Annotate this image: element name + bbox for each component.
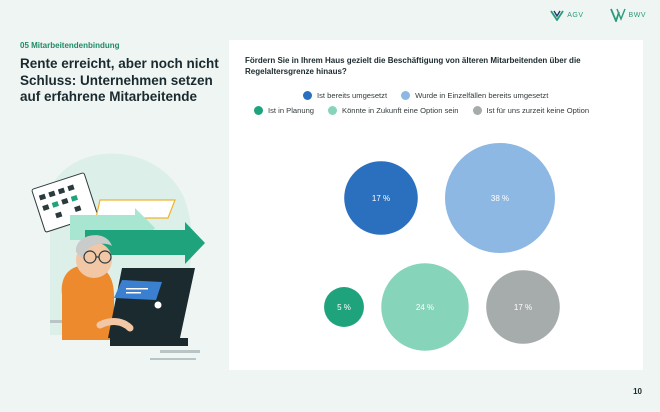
legend-swatch <box>401 91 411 100</box>
section-tag: 05 Mitarbeitendenbindung <box>20 41 120 50</box>
agv-logo-icon <box>550 10 564 21</box>
legend-item-koennte-in-zukunft: Könnte in Zukunft eine Option sein <box>328 106 459 115</box>
bubble-3 <box>324 287 364 327</box>
chart-legend-row-2: Ist in Planung Könnte in Zukunft eine Op… <box>254 106 589 115</box>
legend-item-keine-option: Ist für uns zurzeit keine Option <box>472 106 590 115</box>
bubble-1 <box>344 161 418 235</box>
legend-swatch <box>303 91 312 100</box>
legend-item-ist-in-planung: Ist in Planung <box>254 106 314 115</box>
legend-label: Könnte in Zukunft eine Option sein <box>342 106 459 115</box>
logo-group: AGV BWV <box>550 8 646 22</box>
illustration-retiree-at-laptop <box>31 153 205 360</box>
legend-label: Ist bereits umgesetzt <box>317 91 388 100</box>
bubble-2 <box>445 143 555 253</box>
page-number: 10 <box>633 387 642 396</box>
legend-swatch <box>472 106 482 115</box>
bubble-5 <box>486 270 560 344</box>
bwv-logo-icon <box>609 8 626 22</box>
agv-logo-text: AGV <box>567 11 584 19</box>
bubble-label-5: 17 % <box>514 303 532 312</box>
legend-item-ist-bereits-umgesetzt: Ist bereits umgesetzt <box>303 91 387 100</box>
legend-label: Ist für uns zurzeit keine Option <box>486 106 590 115</box>
chart-legend-row-1: Ist bereits umgesetzt Wurde in Einzelfäl… <box>303 91 548 100</box>
legend-item-wurde-in-einzelfaellen: Wurde in Einzelfällen bereits umgesetzt <box>401 91 548 100</box>
agv-logo: AGV <box>550 9 583 21</box>
page-headline: Rente erreicht, aber noch nicht Schluss:… <box>20 56 219 104</box>
bubble-label-4: 24 % <box>416 303 434 312</box>
bubble-label-2: 38 % <box>491 194 509 203</box>
legend-label: Wurde in Einzelfällen bereits umgesetzt <box>415 91 549 100</box>
bubble-4 <box>381 263 469 351</box>
legend-swatch <box>254 106 263 115</box>
bubble-label-3: 5 % <box>337 303 351 312</box>
bwv-logo: BWV <box>609 8 646 22</box>
bubble-label-1: 17 % <box>372 194 390 203</box>
legend-swatch <box>328 106 338 115</box>
legend-label: Ist in Planung <box>268 106 315 115</box>
chart-question: Fördern Sie in Ihrem Haus gezielt die Be… <box>245 56 581 76</box>
bwv-logo-text: BWV <box>628 11 646 19</box>
